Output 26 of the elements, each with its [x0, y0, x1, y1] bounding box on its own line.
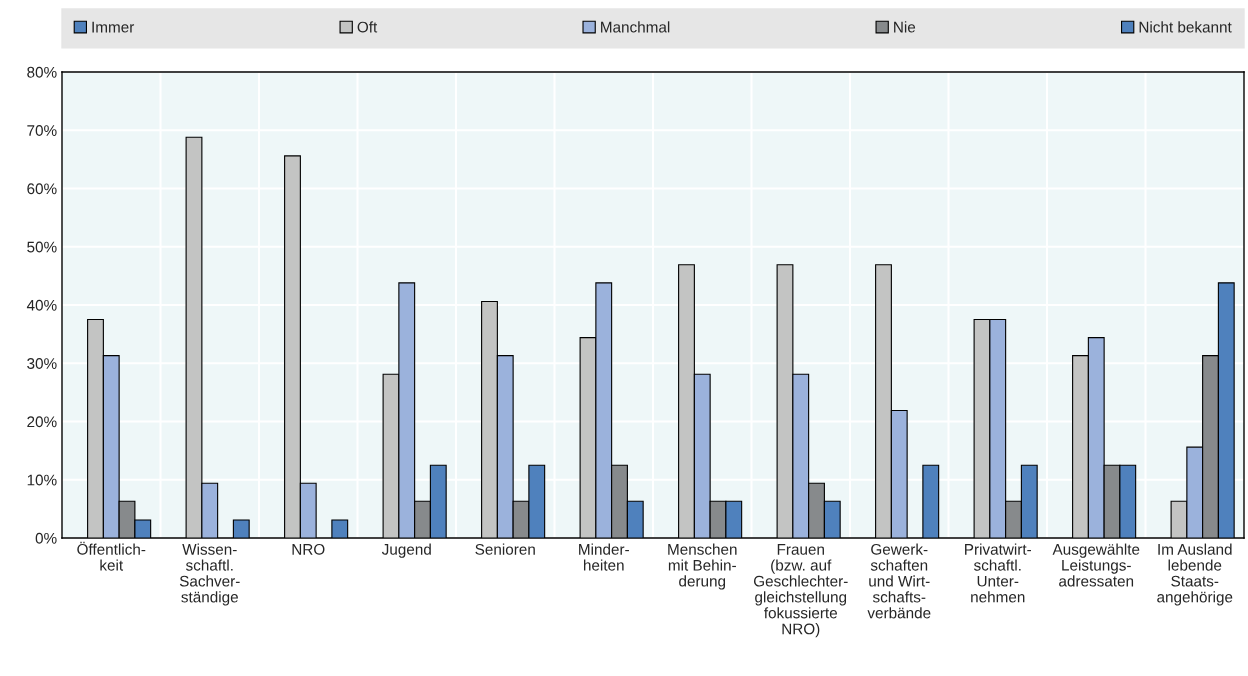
x-tick-label: Im Ausland lebende Staats- angehörige [1157, 543, 1233, 606]
legend-label: Manchmal [601, 21, 670, 33]
legend-label: Immer [92, 21, 135, 33]
x-tick-label: Öffentlich- keit [77, 541, 146, 571]
y-tick-label: 10% [27, 474, 57, 486]
x-tick-label: Frauen (bzw. auf Geschlechter- gleichstellung fokussierte NRO) [753, 544, 848, 638]
legend-label: Nicht bekannt [1139, 21, 1232, 33]
x-tick-label: Senioren [475, 543, 535, 555]
y-tick-label: 70% [27, 125, 57, 136]
x-tick-label: Privatwirt- schaftl. Unter- nehmen [965, 543, 1032, 603]
x-tick-label: Minder- heiten [579, 543, 629, 571]
y-tick-label: 0% [35, 532, 57, 544]
y-tick-label: 50% [27, 241, 57, 253]
legend-label: Oft [357, 21, 378, 33]
x-tick-label: Ausgewählte Leistungs- adressaten [1052, 543, 1140, 587]
x-tick-label: Menschen mit Behin- derung [668, 543, 737, 590]
legend-label: Nie [894, 21, 916, 33]
x-tick-label: NRO [292, 543, 325, 555]
y-tick-label: 30% [27, 358, 57, 369]
y-tick-label: 60% [27, 183, 57, 195]
x-tick-label: Jugend [381, 543, 431, 558]
y-tick-label: 40% [26, 299, 57, 311]
x-tick-label: Gewerk- schaften und Wirt- schafts- verbände [867, 543, 931, 619]
y-tick-label: 20% [27, 416, 57, 428]
y-tick-label: 80% [27, 66, 57, 78]
x-tick-label: Wissen- schaftl. Sachver- ständige [179, 543, 240, 606]
